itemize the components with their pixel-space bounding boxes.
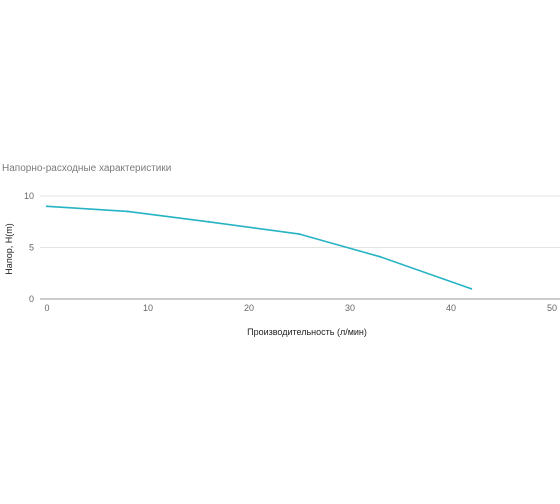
grid-lines bbox=[40, 195, 560, 300]
series-layer bbox=[46, 205, 473, 290]
data-point bbox=[207, 220, 210, 223]
y-tick-label: 0 bbox=[29, 294, 34, 304]
chart-title: Напорно-расходные характеристики bbox=[2, 163, 172, 174]
data-point bbox=[379, 255, 382, 258]
data-point bbox=[126, 210, 129, 213]
data-point bbox=[470, 287, 473, 290]
x-axis-title: Производительность (л/мин) bbox=[247, 327, 367, 337]
x-tick-label: 50 bbox=[547, 303, 557, 313]
y-tick-label: 10 bbox=[24, 191, 34, 201]
x-tick-label: 0 bbox=[44, 303, 49, 313]
y-tick-label: 5 bbox=[29, 243, 34, 253]
x-tick-label: 30 bbox=[345, 303, 355, 313]
x-tick-labels: 0 10 20 30 40 50 bbox=[44, 303, 557, 313]
data-point bbox=[298, 233, 301, 236]
x-tick-label: 20 bbox=[244, 303, 254, 313]
x-tick-label: 40 bbox=[446, 303, 456, 313]
y-axis-title: Напор, H(m) bbox=[4, 223, 14, 274]
y-tick-labels: 0 5 10 bbox=[24, 191, 34, 304]
data-point bbox=[46, 205, 48, 208]
series-line bbox=[46, 205, 473, 290]
x-tick-label: 10 bbox=[143, 303, 153, 313]
